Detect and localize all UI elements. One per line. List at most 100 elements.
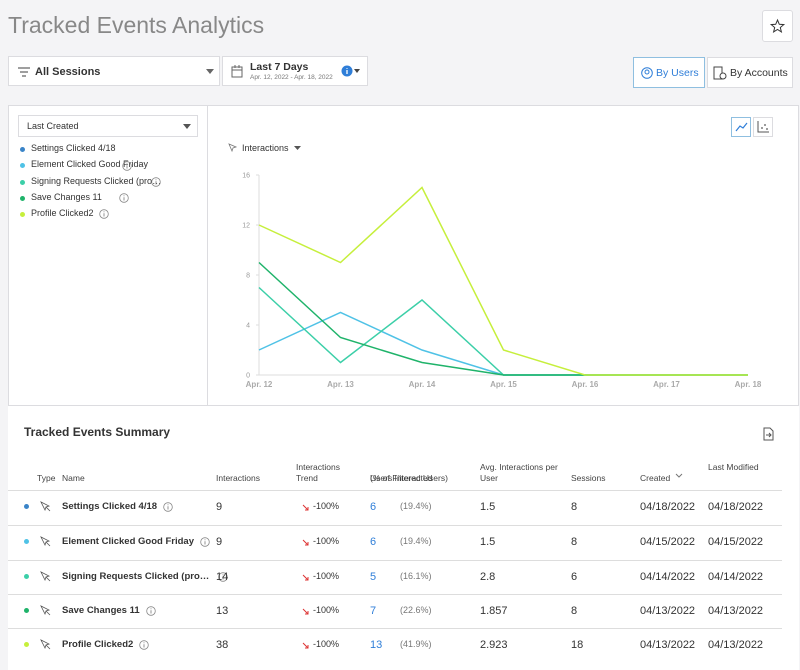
column-header: Type bbox=[37, 473, 61, 484]
sessions: 8 bbox=[571, 605, 577, 617]
type-dot bbox=[24, 504, 29, 509]
legend-item[interactable]: Save Changes 11 bbox=[20, 192, 205, 208]
event-panel: Last Created Settings Clicked 4/18 Elemen… bbox=[8, 105, 208, 406]
column-header: Avg. Interactions per User bbox=[480, 462, 560, 484]
created-date: 04/13/2022 bbox=[640, 605, 695, 617]
x-tick-label: Apr. 12 bbox=[246, 380, 273, 389]
trend: -100% bbox=[313, 605, 339, 615]
sessions-dropdown[interactable]: All Sessions bbox=[8, 56, 220, 86]
row-divider bbox=[8, 628, 782, 629]
arrow bbox=[303, 540, 308, 545]
legend-item[interactable]: Profile Clicked2 bbox=[20, 208, 205, 224]
column-header: Created bbox=[640, 473, 700, 484]
modified-date: 04/13/2022 bbox=[708, 605, 763, 617]
users-interacted[interactable]: 6 bbox=[370, 501, 376, 513]
event-name[interactable]: Settings Clicked 4/18 bbox=[62, 501, 157, 512]
sessions: 18 bbox=[571, 639, 583, 651]
series-line bbox=[259, 288, 748, 376]
calendar-icon bbox=[231, 65, 243, 78]
column-header: Name bbox=[62, 473, 202, 484]
users-interacted[interactable]: 13 bbox=[370, 639, 382, 651]
event-name[interactable]: Profile Clicked2 bbox=[62, 639, 133, 650]
users-percent: (19.4%) bbox=[400, 536, 432, 546]
event-type-icon bbox=[40, 571, 51, 582]
info-icon bbox=[151, 177, 161, 187]
date-range-picker[interactable]: Last 7 Days Apr. 12, 2022 - Apr. 18, 202… bbox=[222, 56, 368, 86]
event-name[interactable]: Save Changes 11 bbox=[62, 605, 140, 616]
users-interacted[interactable]: 7 bbox=[370, 605, 376, 617]
users-percent: (16.1%) bbox=[400, 571, 432, 581]
modified-date: 04/14/2022 bbox=[708, 571, 763, 583]
event-name[interactable]: Element Clicked Good Friday bbox=[62, 536, 194, 547]
cursor bbox=[41, 606, 50, 615]
legend-label: Save Changes 11 bbox=[31, 192, 102, 202]
info-caret bbox=[341, 65, 363, 77]
info-icon bbox=[119, 193, 129, 203]
trend: -100% bbox=[313, 639, 339, 649]
legend-item[interactable]: Element Clicked Good Friday bbox=[20, 159, 205, 175]
cursor bbox=[41, 640, 50, 649]
sort-dropdown[interactable]: Last Created bbox=[18, 115, 198, 137]
users-interacted[interactable]: 5 bbox=[370, 571, 376, 583]
export-icon[interactable] bbox=[762, 427, 774, 441]
trend-arrow bbox=[302, 539, 310, 547]
by-users-button[interactable]: By Users bbox=[633, 57, 705, 88]
caret bbox=[183, 124, 191, 129]
date-label: Last 7 Days bbox=[250, 61, 308, 73]
info-icon bbox=[99, 209, 109, 219]
trend: -100% bbox=[313, 536, 339, 546]
y-tick-label: 12 bbox=[242, 223, 250, 230]
legend-label: Settings Clicked 4/18 bbox=[31, 143, 116, 153]
account-icon bbox=[713, 66, 727, 80]
x-tick-label: Apr. 14 bbox=[409, 380, 436, 389]
event-name[interactable]: Signing Requests Clicked (productlab) bbox=[62, 571, 212, 582]
column-header: Last Modified bbox=[708, 462, 768, 473]
avg-interactions: 1.857 bbox=[480, 605, 508, 617]
sessions: 8 bbox=[571, 536, 577, 548]
by-accounts-label: By Accounts bbox=[730, 67, 788, 79]
page-title: Tracked Events Analytics bbox=[8, 12, 264, 39]
type-dot bbox=[24, 539, 29, 544]
event-type-icon bbox=[40, 605, 51, 616]
info-icon bbox=[146, 606, 156, 616]
x-tick-label: Apr. 16 bbox=[572, 380, 599, 389]
series-line bbox=[259, 263, 748, 376]
legend-dot bbox=[20, 147, 25, 152]
legend-dot bbox=[20, 163, 25, 168]
star-icon bbox=[763, 11, 792, 41]
event-type-icon bbox=[40, 536, 51, 547]
legend-dot bbox=[20, 180, 25, 185]
arrow bbox=[303, 505, 308, 510]
legend-item[interactable]: Settings Clicked 4/18 bbox=[20, 143, 205, 159]
column-header: Interactions bbox=[216, 473, 286, 484]
column-subheader: (% of Filtered Users) bbox=[370, 473, 448, 483]
info-icon bbox=[139, 640, 149, 650]
by-accounts-button[interactable]: By Accounts bbox=[707, 57, 793, 88]
row-divider bbox=[8, 490, 782, 491]
x-tick-label: Apr. 15 bbox=[490, 380, 517, 389]
x-tick-label: Apr. 18 bbox=[735, 380, 762, 389]
arrow bbox=[303, 643, 308, 648]
type-dot bbox=[24, 574, 29, 579]
legend-dot bbox=[20, 196, 25, 201]
legend-item[interactable]: Signing Requests Clicked (productlab) bbox=[20, 176, 205, 192]
cursor bbox=[41, 572, 50, 581]
users-interacted[interactable]: 6 bbox=[370, 536, 376, 548]
favorite-button[interactable] bbox=[762, 10, 793, 42]
created-date: 04/13/2022 bbox=[640, 639, 695, 651]
trend-arrow bbox=[302, 642, 310, 650]
sessions: 6 bbox=[571, 571, 577, 583]
users-percent: (41.9%) bbox=[400, 639, 432, 649]
modified-date: 04/15/2022 bbox=[708, 536, 763, 548]
type-dot bbox=[24, 642, 29, 647]
column-header: Interactions Trend bbox=[296, 462, 356, 484]
y-tick-label: 8 bbox=[246, 273, 250, 280]
x-tick-label: Apr. 13 bbox=[327, 380, 354, 389]
trend: -100% bbox=[313, 571, 339, 581]
interactions: 9 bbox=[216, 501, 222, 513]
cursor bbox=[41, 537, 50, 546]
caret bbox=[676, 474, 682, 477]
date-range: Apr. 12, 2022 - Apr. 18, 2022 bbox=[250, 74, 333, 81]
series-line bbox=[259, 313, 748, 376]
